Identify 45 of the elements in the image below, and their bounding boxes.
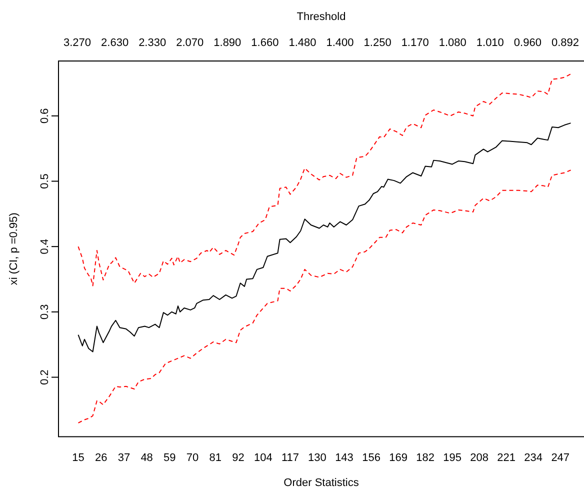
x-tick-label: 169 (389, 452, 408, 464)
x-tick-label: 104 (254, 452, 272, 464)
x-tick-label: 117 (281, 452, 299, 464)
text: 2.330 (138, 37, 166, 49)
x-tick-label: 92 (232, 452, 244, 464)
text: 1.080 (438, 37, 466, 49)
text: 1.400 (326, 37, 354, 49)
text: 2.070 (176, 37, 204, 49)
y-tick-label: 0.2 (39, 370, 51, 385)
x-tick-label: 182 (416, 452, 434, 464)
text: 3.270 (64, 37, 92, 49)
x-tick-label: 247 (551, 452, 570, 464)
x-axis-title: Order Statistics (284, 477, 360, 488)
x-tick-label: 70 (186, 452, 199, 464)
text: 2.630 (101, 37, 129, 49)
y-tick-label: 0.6 (39, 108, 51, 124)
text: 1.660 (251, 37, 279, 49)
text: 1.170 (401, 37, 429, 49)
text: 1.010 (476, 37, 504, 49)
y-tick-label: 0.5 (39, 174, 51, 189)
text: 0.960 (514, 37, 542, 49)
x-tick-label: 48 (140, 452, 153, 464)
line-series (78, 74, 572, 286)
x-tick-label: 143 (335, 452, 354, 464)
text: 1.890 (214, 37, 242, 49)
x-tick-label: 195 (443, 452, 462, 464)
x-tick-label: 59 (164, 452, 176, 464)
y-axis-title: xi (CI, p =0.95) (8, 212, 20, 286)
x-tick-label: 15 (72, 452, 84, 464)
line-series (78, 122, 572, 352)
x-tick-label: 26 (94, 452, 108, 464)
y-tick-label: 0.3 (39, 304, 51, 320)
x-tick-label: 156 (362, 452, 380, 464)
text: 1.250 (364, 37, 392, 49)
x-tick-label: 221 (497, 452, 516, 464)
y-tick-label: 0.4 (39, 238, 51, 254)
x-tick-label: 234 (524, 452, 543, 464)
x2-axis-title: Threshold (296, 11, 346, 23)
text: 1.480 (288, 37, 316, 49)
x-tick-label: 37 (118, 452, 130, 464)
x-tick-label: 208 (470, 452, 488, 464)
text: 0.892 (551, 37, 579, 49)
line-series (78, 170, 572, 424)
x-tick-label: 130 (308, 452, 326, 464)
x-tick-label: 81 (209, 452, 222, 464)
